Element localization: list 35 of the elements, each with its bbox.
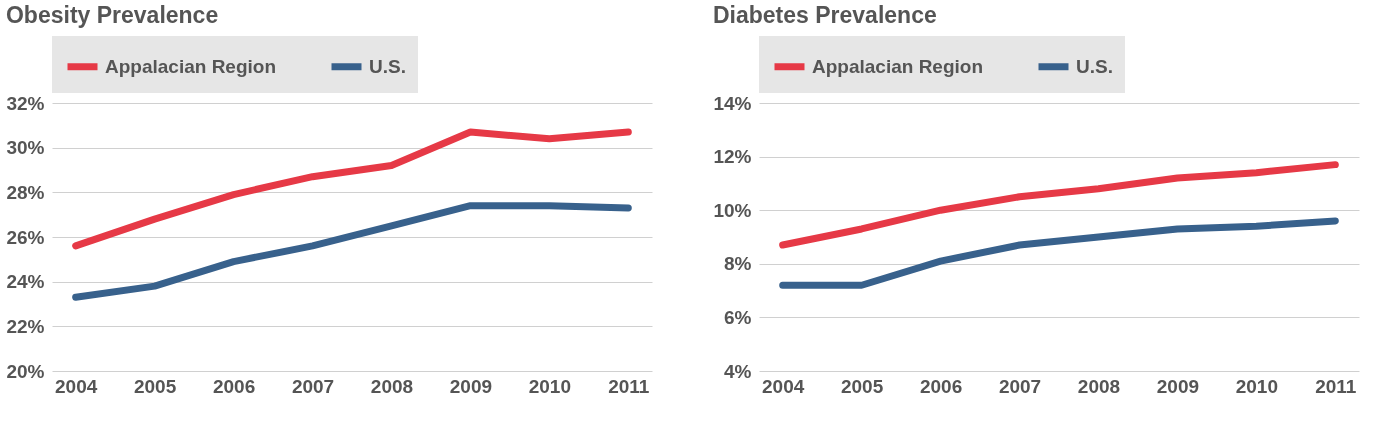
chart-title: Diabetes Prevalence [712,2,937,28]
x-tick-label: 2008 [370,375,414,397]
y-tick-label: 26% [6,226,45,248]
x-tick-label: 2005 [133,375,177,397]
x-tick-label: 2009 [449,375,493,397]
y-tick-label: 12% [713,146,752,168]
y-tick-label: 30% [6,137,45,159]
y-tick-label: 32% [6,92,45,114]
y-tick-label: 14% [713,92,752,114]
y-tick-label: 6% [724,306,752,328]
y-tick-label: 28% [6,181,45,203]
y-tick-label: 4% [724,360,752,382]
y-tick-label: 22% [6,315,45,337]
x-tick-label: 2011 [608,375,650,397]
y-tick-label: 20% [6,360,45,382]
x-tick-label: 2008 [1077,375,1121,397]
x-tick-label: 2010 [1235,375,1279,397]
y-tick-label: 24% [6,271,45,293]
legend-label: U.S. [369,55,406,77]
legend-label: Appalacian Region [812,55,984,77]
x-tick-label: 2010 [528,375,572,397]
x-tick-label: 2004 [762,375,805,397]
x-tick-label: 2006 [919,375,963,397]
x-tick-label: 2009 [1156,375,1200,397]
y-tick-label: 8% [724,253,752,275]
x-tick-label: 2007 [998,375,1042,397]
x-tick-label: 2005 [840,375,884,397]
x-tick-label: 2006 [212,375,256,397]
x-tick-label: 2004 [55,375,98,397]
x-tick-label: 2011 [1315,375,1357,397]
x-tick-label: 2007 [291,375,335,397]
chart-title: Obesity Prevalence [5,2,219,28]
legend-label: Appalacian Region [105,55,277,77]
y-tick-label: 10% [713,199,752,221]
legend-label: U.S. [1076,55,1113,77]
